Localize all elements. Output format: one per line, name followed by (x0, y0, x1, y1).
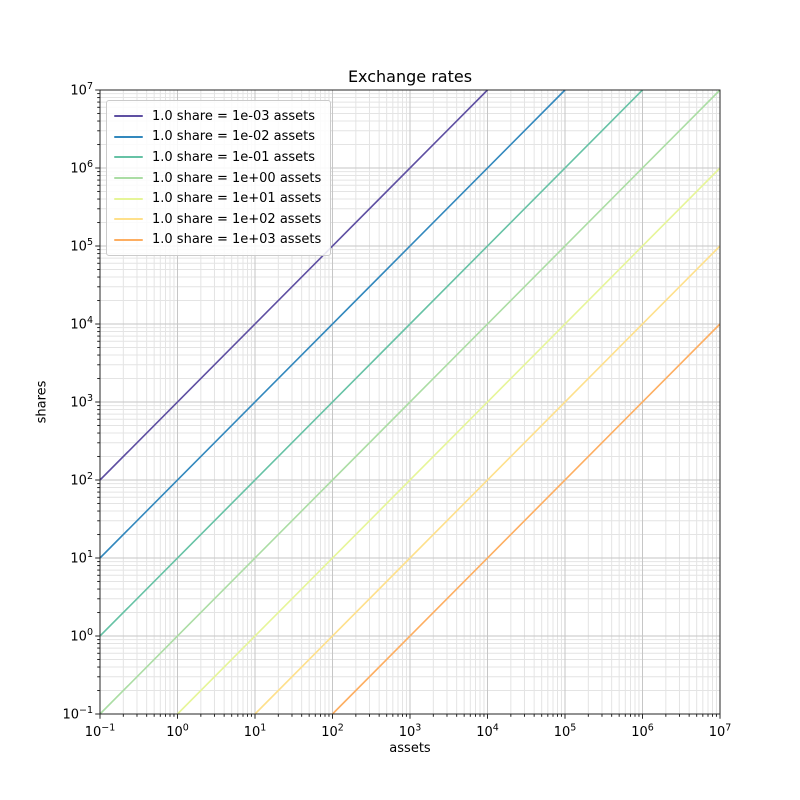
legend-item: 1.0 share = 1e-03 assets (114, 106, 321, 127)
legend-item: 1.0 share = 1e-01 assets (114, 147, 321, 168)
y-tick-label: 101 (70, 549, 93, 567)
legend-label: 1.0 share = 1e-03 assets (152, 108, 316, 124)
y-tick-label: 107 (70, 81, 93, 99)
y-tick-label: 10−1 (62, 705, 93, 723)
x-tick-label: 106 (631, 723, 654, 741)
series-line (99, 89, 721, 715)
legend-label: 1.0 share = 1e-02 assets (152, 129, 316, 145)
x-axis-label: assets (389, 741, 431, 756)
y-tick-label: 100 (70, 627, 93, 645)
legend: 1.0 share = 1e-03 assets 1.0 share = 1e-0… (106, 100, 332, 257)
x-tick-label: 102 (321, 723, 344, 741)
legend-line-swatch (114, 238, 143, 241)
series-line (331, 323, 721, 715)
x-tick-label: 104 (476, 723, 499, 741)
legend-line-swatch (114, 115, 143, 118)
series-line (254, 245, 721, 715)
legend-line-swatch (114, 218, 143, 221)
y-tick-label: 103 (70, 393, 93, 411)
y-tick-label: 102 (70, 471, 93, 489)
chart-title: Exchange rates (347, 67, 473, 86)
legend-label: 1.0 share = 1e+01 assets (152, 191, 322, 207)
legend-line-swatch (114, 197, 143, 200)
x-tick-label: 107 (709, 723, 732, 741)
x-tick-label: 10−1 (85, 723, 116, 741)
legend-item: 1.0 share = 1e+03 assets (114, 230, 321, 251)
legend-item: 1.0 share = 1e+01 assets (114, 188, 321, 209)
x-tick-label: 105 (554, 723, 577, 741)
series-line (176, 167, 721, 715)
y-tick-label: 105 (70, 237, 93, 255)
legend-label: 1.0 share = 1e+00 assets (152, 170, 322, 186)
x-tick-label: 103 (399, 723, 422, 741)
legend-item: 1.0 share = 1e+02 assets (114, 209, 321, 230)
legend-label: 1.0 share = 1e+03 assets (152, 232, 322, 248)
x-tick-label: 100 (166, 723, 189, 741)
legend-label: 1.0 share = 1e+02 assets (152, 211, 322, 227)
y-tick-label: 106 (70, 159, 93, 177)
series-line (99, 89, 644, 637)
legend-item: 1.0 share = 1e-02 assets (114, 127, 321, 148)
legend-line-swatch (114, 156, 143, 159)
legend-label: 1.0 share = 1e-01 assets (152, 149, 316, 165)
x-tick-label: 101 (244, 723, 267, 741)
y-tick-label: 104 (70, 315, 93, 333)
legend-line-swatch (114, 177, 143, 180)
legend-line-swatch (114, 135, 143, 138)
series-line (99, 89, 566, 559)
legend-item: 1.0 share = 1e+00 assets (114, 168, 321, 189)
series-line (99, 89, 489, 481)
y-axis-label: shares (34, 380, 50, 424)
